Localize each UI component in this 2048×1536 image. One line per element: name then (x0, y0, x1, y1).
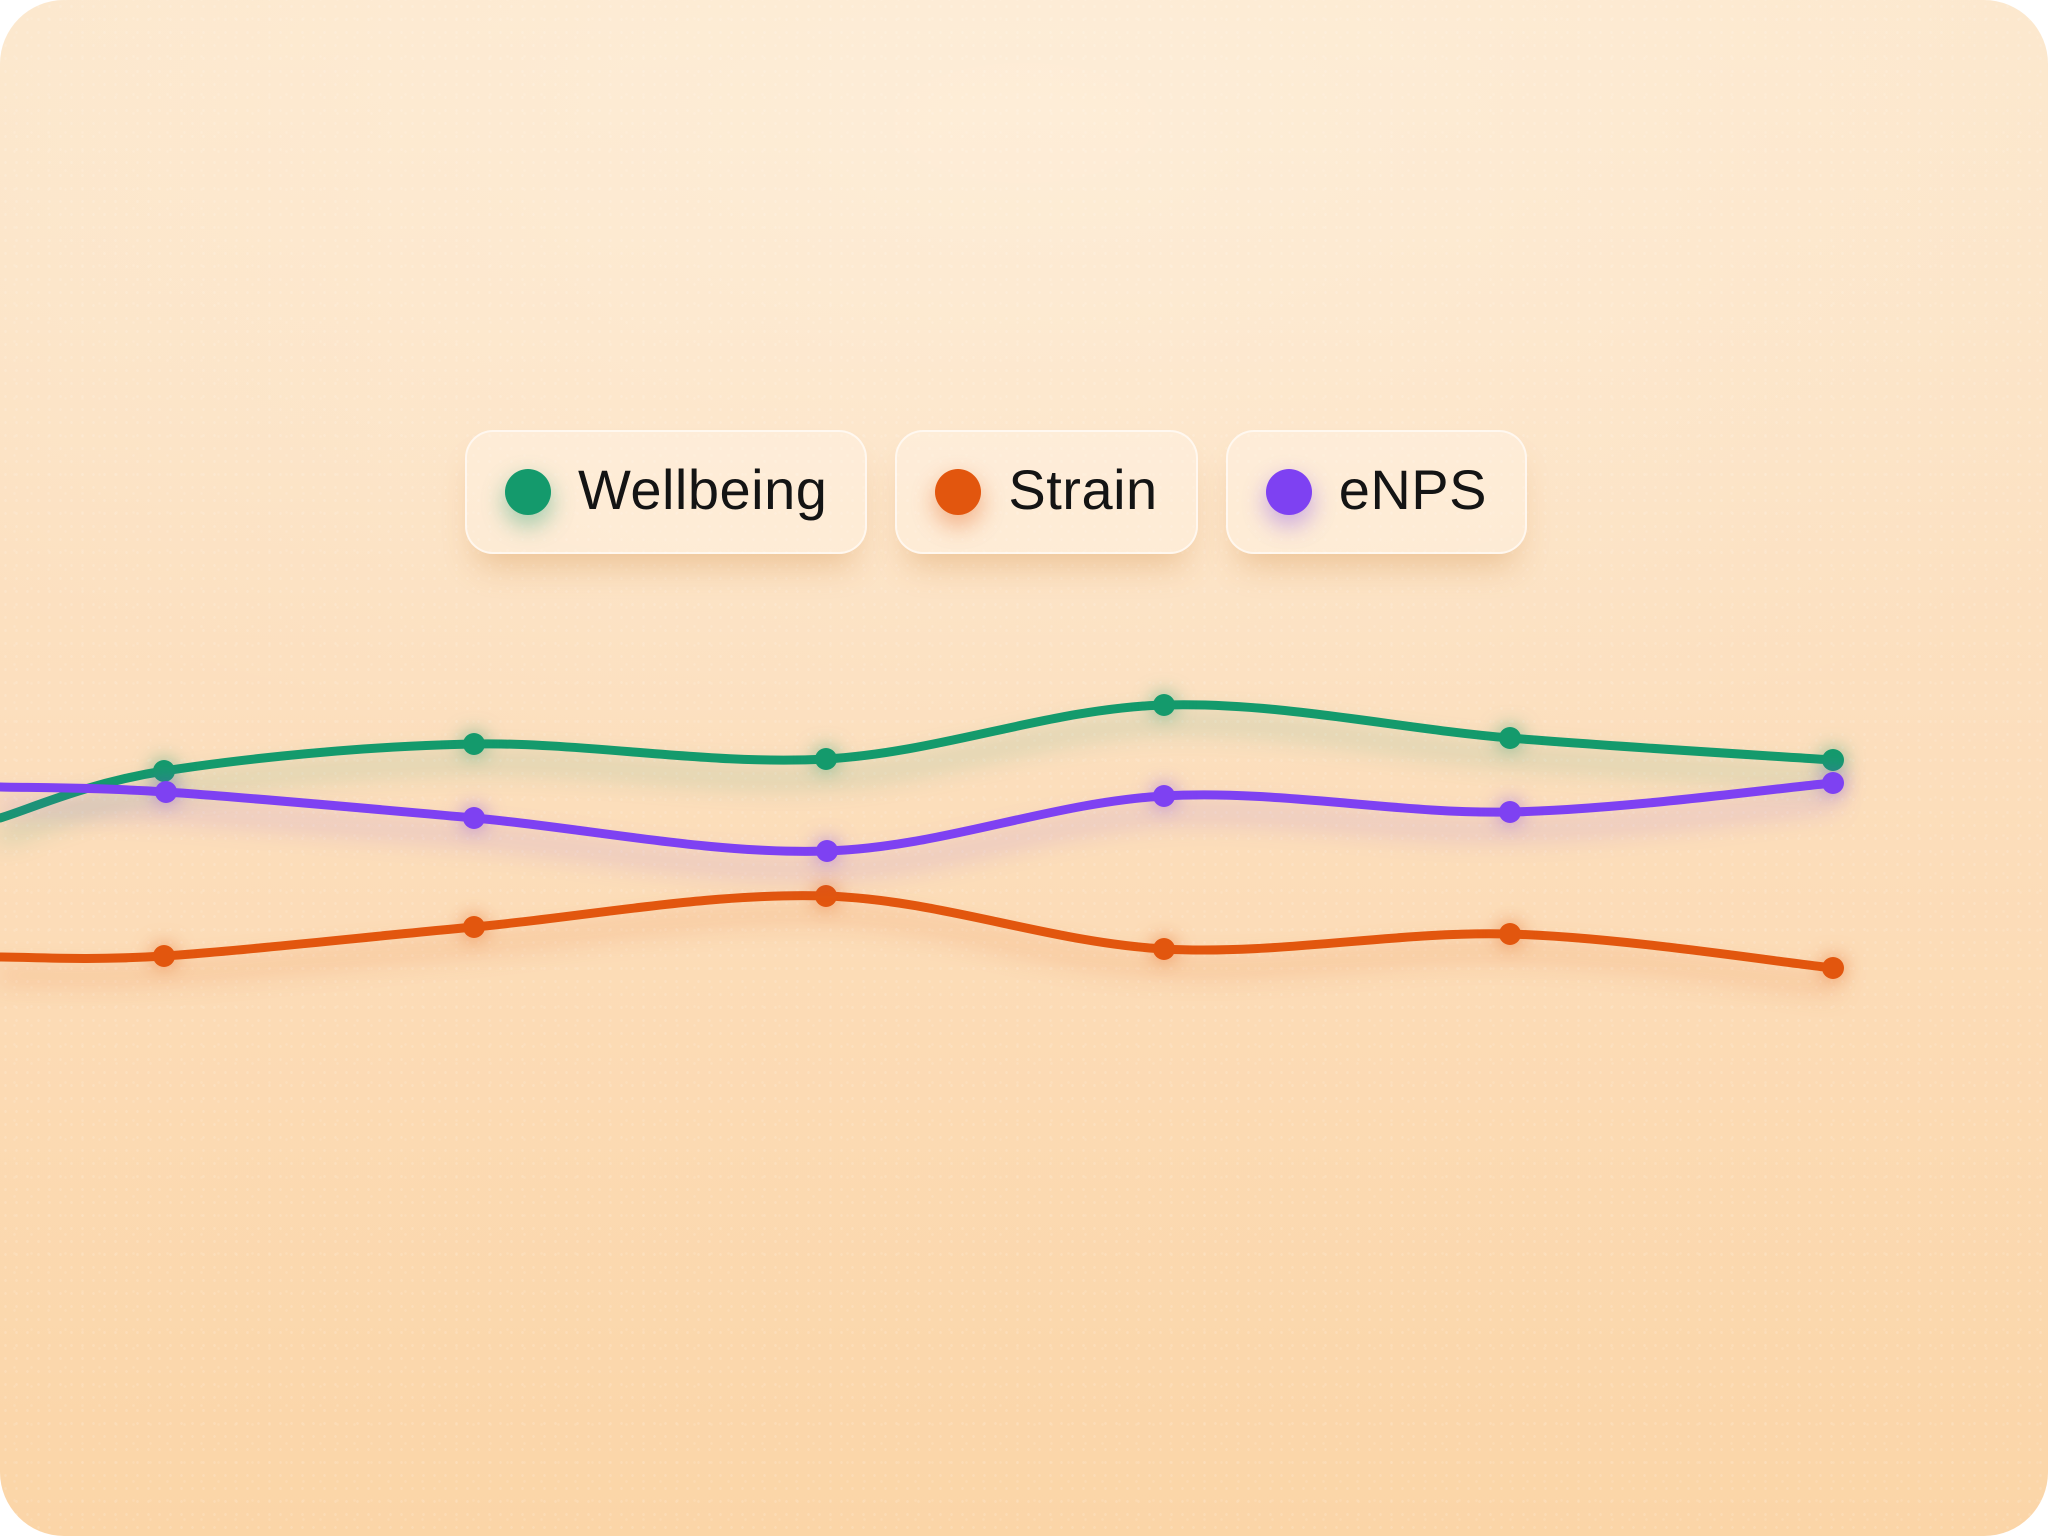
series-line (0, 891, 1838, 973)
legend-item-wellbeing[interactable]: Wellbeing (465, 430, 868, 554)
legend-item-enps[interactable]: eNPS (1225, 430, 1527, 554)
series-strain (0, 885, 1844, 979)
data-point[interactable] (1822, 957, 1844, 979)
data-point[interactable] (463, 733, 485, 755)
data-point[interactable] (816, 840, 838, 862)
data-point[interactable] (1499, 923, 1521, 945)
legend-label-strain: Strain (1008, 458, 1158, 521)
data-point[interactable] (815, 748, 837, 770)
data-point[interactable] (153, 760, 175, 782)
data-point[interactable] (1499, 801, 1521, 823)
data-point[interactable] (1153, 938, 1175, 960)
data-point[interactable] (463, 807, 485, 829)
enps-series-dot-icon (1265, 469, 1312, 515)
data-point[interactable] (1153, 785, 1175, 807)
data-point[interactable] (153, 945, 175, 967)
data-point[interactable] (463, 916, 485, 938)
data-point[interactable] (1822, 749, 1844, 771)
chart-legend: Wellbeing Strain eNPS (465, 430, 1527, 554)
data-point[interactable] (1822, 772, 1844, 794)
data-point[interactable] (1499, 727, 1521, 749)
legend-item-strain[interactable]: Strain (895, 430, 1198, 554)
data-point[interactable] (1153, 694, 1175, 716)
series-wellbeing (0, 694, 1844, 823)
legend-label-wellbeing: Wellbeing (578, 458, 828, 521)
series-line (0, 778, 1838, 856)
wellbeing-series-dot-icon (505, 469, 551, 515)
data-point[interactable] (815, 885, 837, 907)
series-enps (0, 772, 1844, 862)
data-point[interactable] (155, 781, 177, 803)
legend-label-enps: eNPS (1338, 458, 1487, 521)
strain-series-dot-icon (935, 469, 982, 515)
